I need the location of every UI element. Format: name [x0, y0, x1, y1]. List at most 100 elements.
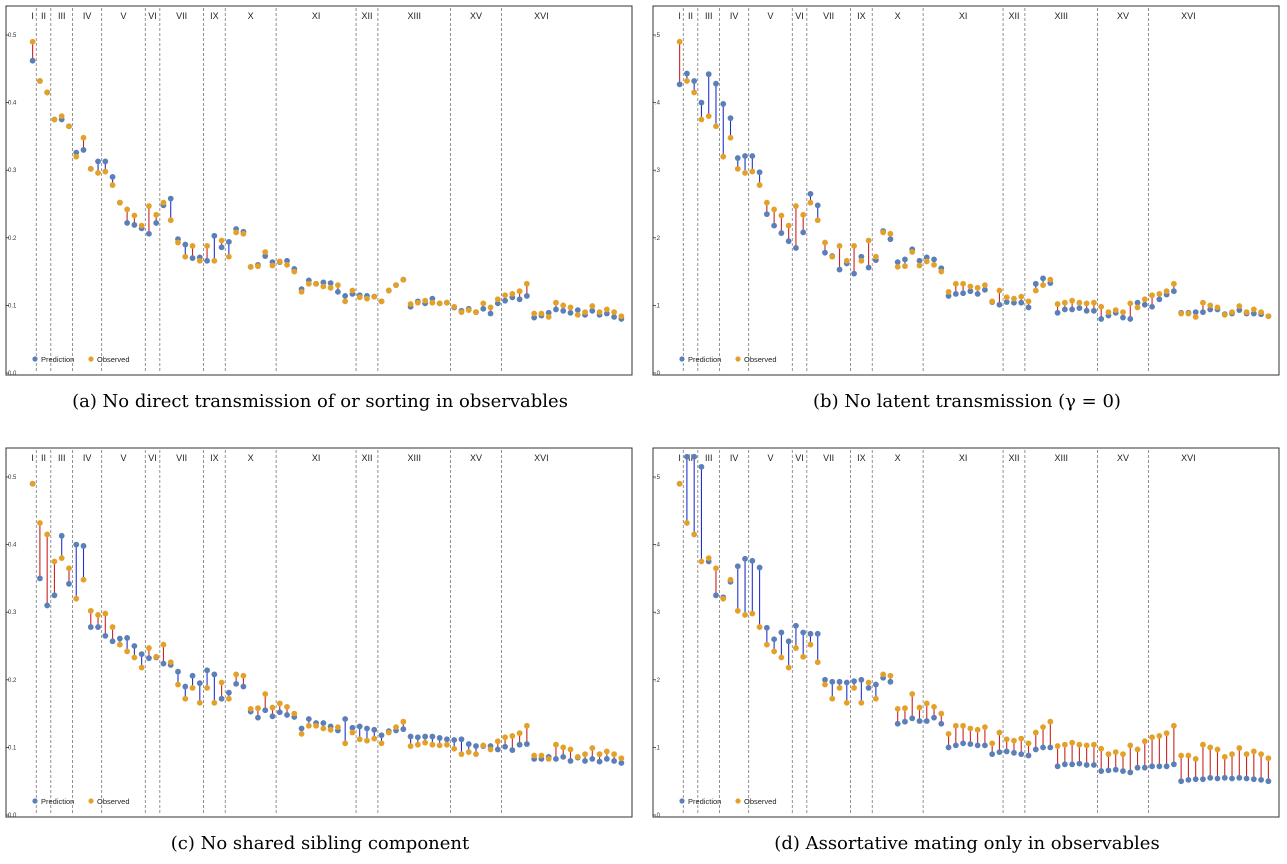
observed-point: [299, 731, 305, 737]
prediction-point: [219, 244, 225, 250]
prediction-point: [524, 741, 530, 747]
legend-prediction-label: Prediction: [41, 355, 74, 364]
group-label: IX: [857, 11, 866, 21]
observed-point: [938, 711, 944, 717]
observed-point: [364, 738, 370, 744]
prediction-point: [909, 715, 915, 721]
observed-point: [771, 207, 777, 213]
group-label: IV: [83, 11, 92, 21]
observed-point: [844, 258, 850, 264]
observed-point: [131, 655, 137, 661]
prediction-point: [342, 293, 348, 299]
observed-point: [909, 249, 915, 255]
observed-point: [371, 294, 377, 300]
observed-point: [1091, 300, 1097, 306]
observed-point: [139, 223, 145, 229]
y-tick-label: 0.1: [8, 303, 17, 309]
observed-point: [728, 135, 734, 141]
observed-point: [342, 740, 348, 746]
prediction-point: [95, 159, 101, 165]
observed-point: [190, 685, 196, 691]
observed-point: [451, 304, 457, 310]
observed-point: [233, 229, 239, 235]
prediction-point: [1120, 315, 1126, 321]
prediction-point: [444, 736, 450, 742]
group-label: XIII: [407, 11, 421, 21]
prediction-point: [1062, 761, 1068, 767]
observed-point: [560, 745, 566, 751]
observed-point: [1091, 742, 1097, 748]
prediction-point: [1244, 776, 1250, 782]
observed-point: [124, 649, 130, 655]
prediction-point: [611, 758, 617, 764]
prediction-point: [735, 563, 741, 569]
group-label: X: [248, 453, 254, 463]
prediction-point: [146, 231, 152, 237]
group-label: XIII: [407, 453, 421, 463]
observed-point: [720, 154, 726, 160]
observed-point: [778, 213, 784, 219]
y-tick-label: .2: [655, 678, 661, 684]
group-label: VII: [823, 11, 834, 21]
prediction-point: [1040, 745, 1046, 751]
prediction-point: [502, 744, 508, 750]
group-label: X: [248, 11, 254, 21]
y-tick-label: .0: [655, 371, 661, 377]
prediction-point: [219, 696, 225, 702]
chart-b-svg: .0.1.2.3.4.5I II III IV V VI VII IX X XI XII XIII XV…: [652, 5, 1280, 377]
observed-point: [735, 166, 741, 172]
prediction-point: [1069, 761, 1075, 767]
observed-point: [873, 696, 879, 702]
group-label: XVI: [1181, 453, 1196, 463]
prediction-point: [110, 174, 116, 180]
observed-point: [320, 284, 326, 290]
observed-point: [1084, 300, 1090, 306]
observed-point: [597, 751, 603, 757]
observed-point: [386, 730, 392, 736]
prediction-point: [37, 576, 43, 582]
observed-point: [858, 258, 864, 264]
y-tick-label: 0.5: [8, 475, 17, 481]
prediction-point: [1033, 747, 1039, 753]
observed-point: [677, 481, 683, 487]
observed-point: [917, 263, 923, 269]
prediction-point: [400, 726, 406, 732]
group-label: XII: [361, 11, 372, 21]
prediction-point: [866, 265, 872, 271]
observed-point: [1236, 303, 1242, 309]
chart-c-svg: 0.00.10.20.30.40.5I II III IV V VI VII IX X XI XII…: [5, 447, 633, 819]
prediction-point: [1171, 288, 1177, 294]
observed-point: [299, 289, 305, 295]
group-label: XI: [312, 11, 321, 21]
y-tick-label: .3: [655, 610, 661, 616]
observed-point: [524, 723, 530, 729]
observed-point: [320, 726, 326, 732]
observed-point: [1098, 304, 1104, 310]
prediction-point: [975, 742, 981, 748]
observed-point: [102, 611, 108, 617]
observed-point: [88, 166, 94, 172]
observed-point: [262, 249, 268, 255]
chart-d-svg: .0.1.2.3.4.5I II III IV V VI VII IX X XI XII XIII XV…: [652, 447, 1280, 819]
prediction-point: [451, 737, 457, 743]
observed-point: [335, 724, 341, 730]
y-tick-label: .1: [655, 303, 661, 309]
prediction-point: [1222, 775, 1228, 781]
prediction-point: [495, 747, 501, 753]
y-tick-label: 0.4: [8, 101, 17, 107]
observed-point: [851, 243, 857, 249]
prediction-point: [684, 454, 690, 460]
group-label: IV: [730, 453, 739, 463]
prediction-point: [110, 638, 116, 644]
prediction-point: [888, 236, 894, 242]
group-label: XII: [1008, 453, 1019, 463]
observed-point: [960, 281, 966, 287]
observed-point: [488, 747, 494, 753]
prediction-point: [699, 100, 705, 106]
observed-point: [589, 745, 595, 751]
observed-point: [495, 738, 501, 744]
y-tick-label: 0.2: [8, 236, 17, 242]
observed-point: [44, 90, 50, 96]
prediction-point: [379, 732, 385, 738]
prediction-point: [1200, 309, 1206, 315]
